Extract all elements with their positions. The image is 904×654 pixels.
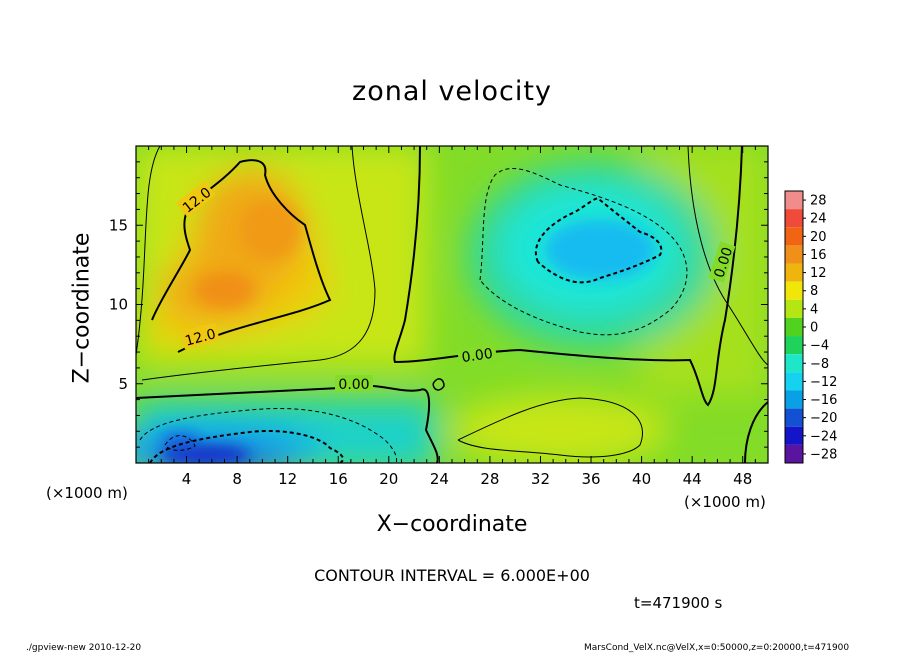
x-tick-label: 12 bbox=[278, 470, 297, 488]
x-unit-label: (×1000 m) bbox=[46, 484, 128, 502]
colorbar-swatch bbox=[785, 336, 803, 355]
x-tick-label: 40 bbox=[632, 470, 651, 488]
colorbar-label: −12 bbox=[810, 375, 837, 390]
colorbar-swatch bbox=[785, 281, 803, 300]
colorbar-swatch bbox=[785, 191, 803, 210]
x-tick-label: 44 bbox=[683, 470, 702, 488]
x-axis-label: X−coordinate bbox=[376, 512, 528, 537]
colorbar-label: 20 bbox=[810, 230, 827, 245]
contour-label: 12.0 bbox=[183, 326, 217, 350]
colorbar-label: 12 bbox=[810, 266, 827, 281]
x-tick-label: 16 bbox=[329, 470, 348, 488]
colorbar-label: −8 bbox=[810, 357, 829, 372]
footer-source: MarsCond_VelX.nc@VelX,x=0:50000,z=0:2000… bbox=[584, 643, 850, 653]
time-label: t=471900 s bbox=[634, 594, 723, 612]
x-tick-label: 28 bbox=[480, 470, 499, 488]
colorbar-label: 4 bbox=[810, 302, 818, 317]
y-tick-label: 15 bbox=[109, 216, 128, 234]
colorbar-label: −20 bbox=[810, 411, 837, 426]
colorbar-swatch bbox=[785, 245, 803, 264]
contour-interval-note: CONTOUR INTERVAL = 6.000E+00 bbox=[314, 566, 590, 585]
contour-labels: 12.0 12.0 0.00 0.00 0.00 bbox=[176, 180, 736, 393]
y-axis-label: Z−coordinate bbox=[69, 232, 95, 384]
colorbar-label: 28 bbox=[810, 194, 827, 209]
colorbar-swatch bbox=[785, 263, 803, 282]
x-tick-label: 8 bbox=[232, 470, 242, 488]
colorbar-swatch bbox=[785, 227, 803, 246]
x-tick-label: 4 bbox=[182, 470, 192, 488]
x-tick-label: 32 bbox=[531, 470, 550, 488]
x-tick-label: 48 bbox=[733, 470, 752, 488]
x-tick-label: 24 bbox=[430, 470, 449, 488]
y-tick-label: 5 bbox=[118, 375, 128, 393]
colorbar-swatch bbox=[785, 444, 803, 463]
chart-title: zonal velocity bbox=[352, 76, 552, 107]
colorbar-swatch bbox=[785, 408, 803, 427]
colorbar: 28 24 20 16 12 8 4 0 −4 −8 −12 −16 −20 −24 −28 bbox=[784, 190, 837, 464]
colorbar-swatch bbox=[785, 426, 803, 445]
colorbar-label: 16 bbox=[810, 248, 827, 263]
colorbar-label: −24 bbox=[810, 429, 837, 444]
colorbar-label: −4 bbox=[810, 339, 829, 354]
footer-program: ./gpview-new 2010-12-20 bbox=[26, 643, 142, 653]
contour-lines bbox=[136, 146, 768, 463]
colorbar-swatch bbox=[785, 372, 803, 391]
y-tick-label: 10 bbox=[109, 296, 128, 314]
x-unit-label-secondary: (×1000 m) bbox=[684, 493, 766, 511]
colorbar-swatch bbox=[785, 390, 803, 409]
colorbar-swatch bbox=[785, 317, 803, 337]
colorbar-label: 8 bbox=[810, 284, 818, 299]
colorbar-swatch bbox=[785, 209, 803, 228]
colorbar-swatch bbox=[785, 354, 803, 373]
x-tick-label: 36 bbox=[581, 470, 600, 488]
contour-label: 0.00 bbox=[338, 377, 369, 393]
contour-label: 0.00 bbox=[461, 346, 494, 366]
velocity-field: 12.0 12.0 0.00 0.00 0.00 bbox=[136, 146, 768, 463]
colorbar-swatch bbox=[785, 299, 803, 318]
x-tick-label: 20 bbox=[379, 470, 398, 488]
colorbar-label: −28 bbox=[810, 447, 837, 462]
colorbar-label: 24 bbox=[810, 212, 827, 227]
colorbar-label: 0 bbox=[810, 321, 818, 336]
colorbar-label: −16 bbox=[810, 393, 837, 408]
